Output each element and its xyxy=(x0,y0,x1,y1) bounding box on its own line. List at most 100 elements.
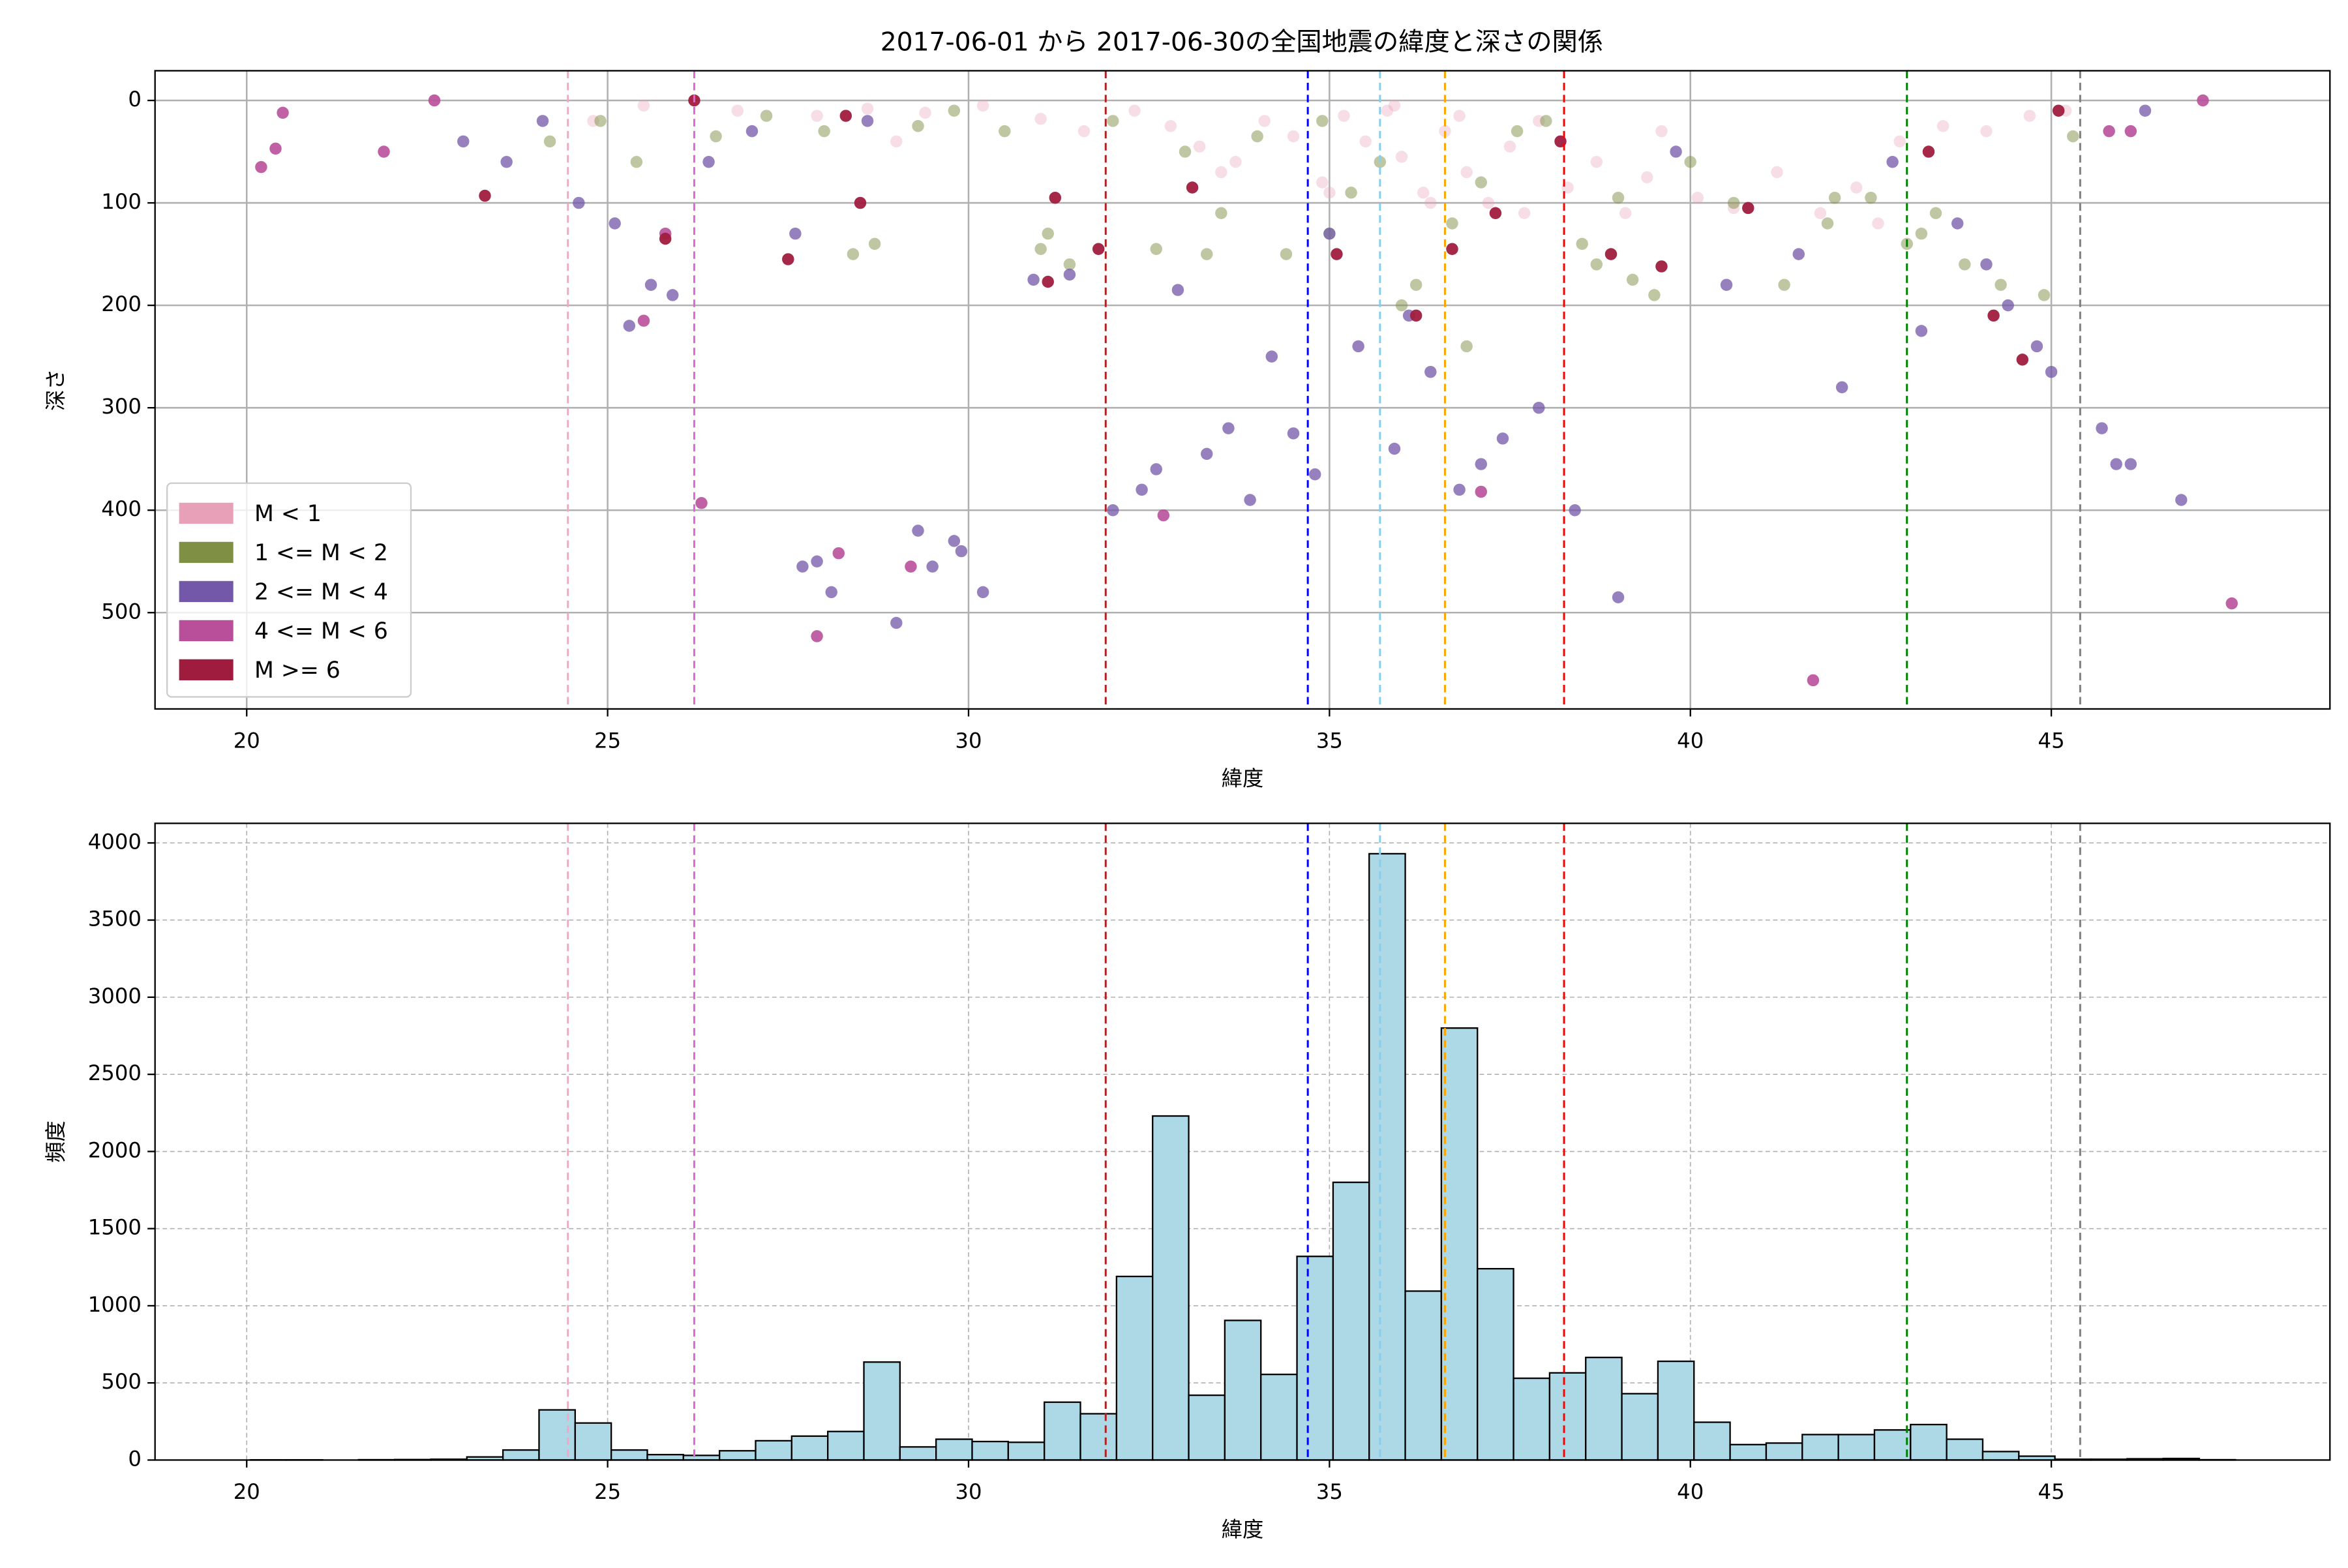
scatter-point xyxy=(2067,130,2079,142)
scatter-point xyxy=(919,107,931,119)
legend-swatch xyxy=(179,581,233,602)
scatter-point xyxy=(1323,228,1335,239)
scatter-point xyxy=(1627,274,1638,286)
scatter-point xyxy=(1829,192,1841,204)
histogram-bar xyxy=(1586,1357,1621,1460)
scatter-point xyxy=(1994,279,2006,290)
histogram-bar xyxy=(1189,1395,1225,1460)
legend: M < 11 <= M < 22 <= M < 44 <= M < 6M >= … xyxy=(167,483,411,697)
scatter-point xyxy=(1424,366,1436,378)
scatter-point xyxy=(1605,248,1617,260)
scatter-point xyxy=(1331,248,1342,260)
scatter-point xyxy=(1591,156,1603,168)
scatter-point xyxy=(1078,125,1090,137)
scatter-point xyxy=(926,560,938,572)
x-tick-label: 40 xyxy=(1677,729,1704,753)
scatter-point xyxy=(1136,484,1147,496)
histogram-bar xyxy=(1225,1320,1261,1460)
scatter-point xyxy=(1410,310,1422,322)
scatter-point xyxy=(811,110,822,121)
scatter-point xyxy=(1049,192,1061,204)
x-axis-label: 緯度 xyxy=(1222,1517,1264,1542)
scatter-point xyxy=(1172,284,1184,295)
y-axis-label: 頻度 xyxy=(44,1121,68,1163)
scatter-point xyxy=(1540,115,1552,127)
scatter-point xyxy=(1389,443,1400,455)
histogram-bar xyxy=(1839,1434,1874,1460)
legend-swatch xyxy=(179,503,233,524)
scatter-point xyxy=(862,102,873,114)
scatter-point xyxy=(890,136,902,147)
scatter-point xyxy=(1424,197,1436,209)
scatter-point xyxy=(1619,207,1631,219)
scatter-point xyxy=(1475,458,1487,470)
y-tick-label: 2500 xyxy=(88,1061,142,1085)
scatter-point xyxy=(796,560,808,572)
scatter-point xyxy=(1518,207,1530,219)
y-tick-label: 0 xyxy=(128,1446,142,1471)
x-tick-label: 35 xyxy=(1316,729,1343,753)
histogram-bar xyxy=(1008,1442,1044,1460)
scatter-point xyxy=(2197,95,2208,106)
scatter-point xyxy=(1916,325,1927,337)
scatter-point xyxy=(1836,382,1848,393)
histogram-bar xyxy=(864,1362,900,1460)
y-tick-label: 100 xyxy=(101,189,142,214)
scatter-point xyxy=(1612,592,1624,603)
scatter-point xyxy=(1937,120,1949,132)
scatter-point xyxy=(702,156,714,168)
scatter-point xyxy=(732,104,744,116)
scatter-point xyxy=(1742,202,1754,214)
y-tick-label: 500 xyxy=(101,1369,142,1394)
scatter-point xyxy=(2017,354,2028,365)
scatter-point xyxy=(977,100,989,112)
histogram-bar xyxy=(575,1423,611,1460)
scatter-point xyxy=(1194,140,1205,152)
scatter-point xyxy=(1316,115,1328,127)
scatter-point xyxy=(1778,279,1790,290)
scatter-point xyxy=(2096,422,2107,434)
scatter-point xyxy=(1930,207,1942,219)
histogram-bar xyxy=(1622,1394,1658,1460)
scatter-point xyxy=(1042,228,1054,239)
scatter-point xyxy=(631,156,642,168)
scatter-point xyxy=(1728,197,1739,209)
scatter-point xyxy=(1165,120,1177,132)
scatter-point xyxy=(1244,494,1256,505)
scatter-point xyxy=(1179,145,1191,157)
scatter-point xyxy=(948,535,960,547)
scatter-point xyxy=(1655,260,1667,272)
scatter-point xyxy=(1345,187,1357,198)
scatter-point xyxy=(1266,350,1278,362)
scatter-point xyxy=(1497,432,1509,444)
scatter-point xyxy=(833,547,845,559)
scatter-point xyxy=(2103,125,2115,137)
scatter-point xyxy=(659,233,671,245)
scatter-point xyxy=(869,238,880,250)
histogram-bar xyxy=(1406,1291,1441,1460)
x-tick-label: 25 xyxy=(594,1479,621,1504)
histogram-bar xyxy=(792,1436,828,1460)
scatter-point xyxy=(1027,274,1039,286)
scatter-point xyxy=(429,95,440,106)
scatter-point xyxy=(1338,110,1349,121)
scatter-point xyxy=(2053,104,2064,116)
scatter-point xyxy=(847,248,859,260)
scatter-point xyxy=(1222,422,1234,434)
legend-swatch xyxy=(179,542,233,563)
scatter-point xyxy=(479,190,490,202)
scatter-point xyxy=(1648,289,1660,301)
histogram-bar xyxy=(1910,1425,1946,1460)
scatter-point xyxy=(1229,156,1241,168)
scatter-point xyxy=(1151,463,1162,475)
scatter-point xyxy=(1251,130,1263,142)
scatter-point xyxy=(890,617,902,629)
scatter-point xyxy=(573,197,584,209)
scatter-point xyxy=(1186,181,1198,193)
scatter-point xyxy=(999,125,1010,137)
scatter-point xyxy=(811,556,822,567)
scatter-point xyxy=(1259,115,1271,127)
scatter-point xyxy=(1446,217,1458,229)
scatter-point xyxy=(1158,509,1169,521)
